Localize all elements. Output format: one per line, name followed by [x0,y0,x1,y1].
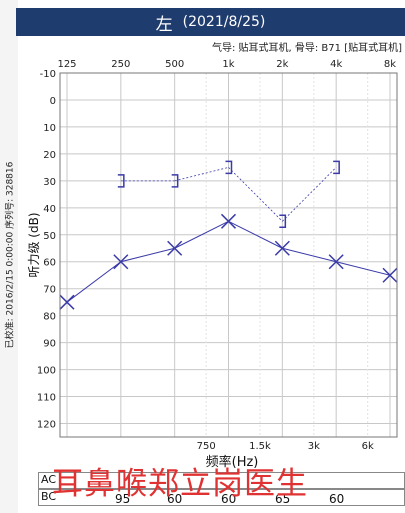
x-top-tick-label: 250 [111,59,130,70]
ear-side-label: 左 [155,14,173,35]
y-tick-label: 120 [37,420,56,431]
ac-x-marker [274,240,290,256]
series-markers [59,160,398,310]
x-bottom-tick-label: 6k [362,441,374,452]
ac-line-segment [228,220,283,249]
y-tick-label: 70 [43,285,56,296]
x-bottom-tick-label: 3k [308,441,320,452]
ac-x-marker [167,240,183,256]
ac-x-marker [113,254,129,270]
row-label-ac: AC [41,473,57,486]
x-top-tick-label: 125 [57,59,76,70]
x-axis-label: 频率(Hz) [206,454,259,470]
y-tick-label: 20 [43,150,56,161]
ac-line-segment [336,261,391,276]
bc-value: 60 [329,492,345,506]
series-lines [66,166,391,303]
bc-bracket-marker [117,174,125,188]
bc-value: 95 [115,492,131,506]
table-row-ac: AC [38,472,405,489]
table-row-bc: BC 95 60 60 65 60 [38,489,405,506]
ac-line-segment [120,247,175,263]
x-top-tick-label: 4k [330,59,342,70]
ac-x-marker [382,267,398,283]
threshold-table: AC BC 95 60 60 65 60 [38,472,405,508]
grid [60,72,397,437]
y-tick-label: 100 [37,366,56,377]
y-tick-label: 30 [43,177,56,188]
y-tick-label: 60 [43,258,56,269]
ac-x-marker [59,294,75,310]
y-tick-label: 0 [50,96,56,107]
bc-line-segment [282,167,337,222]
x-bottom-tick-label: 1.5k [249,441,271,452]
x-top-tick-label: 1k [222,59,234,70]
header-bar: 左 (2021/8/25) [16,8,405,36]
y-tick-label: 40 [43,204,56,215]
bc-line-segment [174,166,229,182]
x-top-tick-label: 8k [384,59,396,70]
bc-bracket-marker [333,160,340,175]
bc-value: 60 [167,492,183,506]
bc-value: 60 [221,492,237,506]
bc-bracket-marker [279,214,287,229]
ac-x-marker [328,254,344,270]
left-margin [0,0,18,513]
ac-line-segment [282,247,337,263]
tick-labels: -10 0 10 20 30 40 50 60 70 80 90 100 110 120 125 250 500… [37,59,396,452]
watermark-text: 耳鼻喉郑立岗医生 [52,466,308,502]
ac-line-segment [174,220,229,249]
x-top-tick-label: 2k [276,59,288,70]
ac-line-segment [66,261,122,303]
bc-line-segment [228,167,283,222]
y-tick-label: 90 [43,339,56,350]
y-tick-label: -10 [40,69,56,80]
y-tick-label: 80 [43,312,56,323]
y-tick-label: 10 [43,123,56,134]
y-axis-label: 听力级 (dB) [27,212,41,277]
transducer-subtitle: 气导: 贴耳式耳机, 骨导: B71 [贴耳式耳机] [211,43,402,54]
bc-value: 65 [275,492,291,506]
plot-border [59,72,398,438]
ac-x-marker [220,213,237,229]
x-top-tick-label: 500 [165,59,184,70]
row-label-bc: BC [41,490,57,503]
x-bottom-tick-label: 750 [197,441,216,452]
y-tick-label: 50 [43,231,56,242]
bc-bracket-marker [225,160,233,175]
bc-bracket-marker [171,174,179,188]
y-tick-label: 110 [37,393,56,404]
test-date: (2021/8/25) [182,14,266,30]
